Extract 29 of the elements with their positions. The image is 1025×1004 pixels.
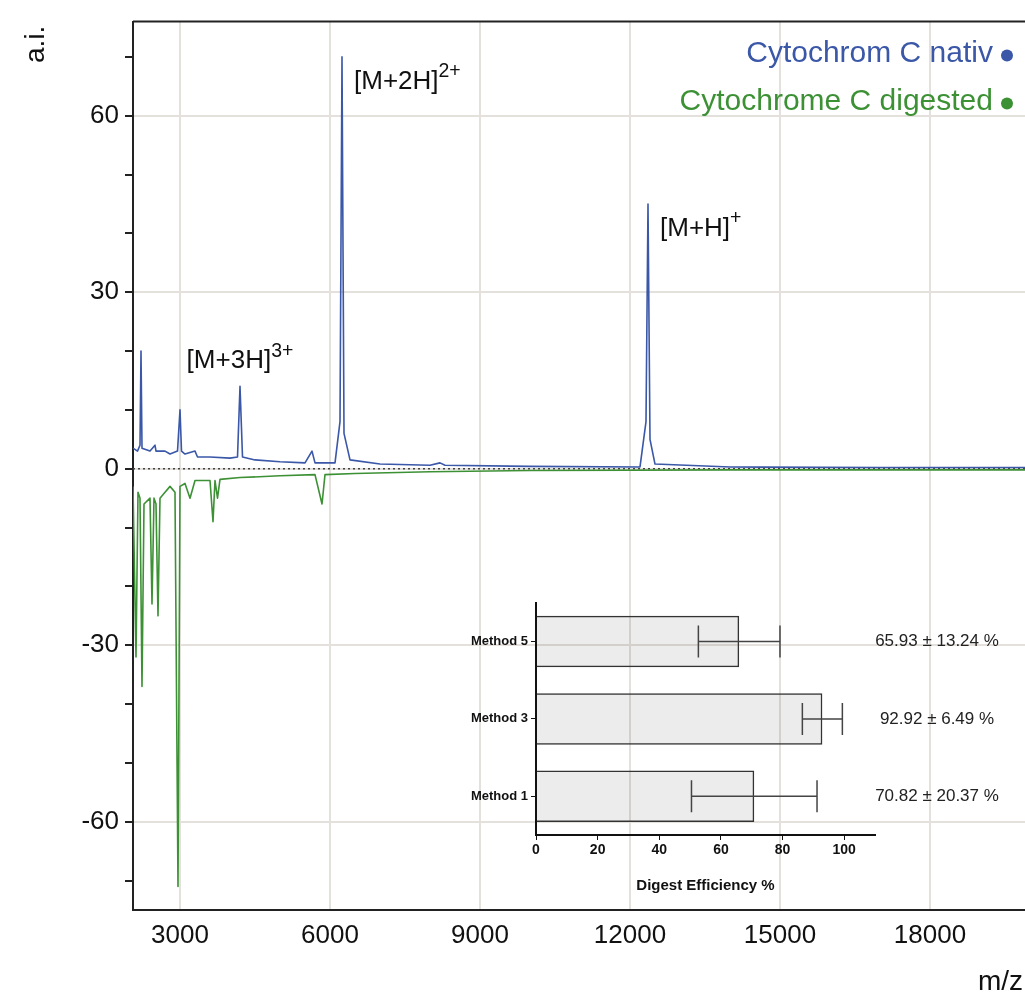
y-tick-label: 30 [90,275,119,306]
data-label: 70.82 ± 20.37 % [875,785,999,805]
y-axis-title: a.i. [18,25,50,63]
annotation: [M+H]+ [660,206,742,242]
x-tick-label: 100 [832,841,857,858]
x-tick-label: 18000 [893,918,967,949]
x-tick-label: 12000 [593,918,667,949]
legend-label: Cytochrom C nativ [746,34,993,68]
x-axis-title: m/z [977,964,1023,996]
x-axis-title: Digest Efficiency % [636,876,775,894]
x-tick-label: 3000 [151,918,209,949]
x-tick-label: 20 [589,841,606,858]
y-tick-label: 60 [90,98,119,129]
x-tick-label: 80 [774,841,791,858]
data-label: 92.92 ± 6.49 % [879,708,995,728]
y-tick-label: -60 [81,804,119,835]
y-tick-label: -30 [81,628,119,659]
y-tick-label: 0 [104,451,119,482]
y-tick-label: Method 5 [470,633,528,649]
y-tick-label: Method 3 [470,710,528,726]
x-tick-label: 60 [713,841,729,858]
x-tick-label: 15000 [743,918,817,949]
x-tick-label: 9000 [451,918,509,949]
x-tick-label: 6000 [301,918,359,949]
x-tick-label: 40 [651,841,668,858]
legend-label: Cytochrome C digested [679,82,993,116]
x-tick-label: 0 [532,841,541,858]
data-label: 65.93 ± 13.24 % [875,631,999,651]
y-tick-label: Method 1 [470,787,528,803]
